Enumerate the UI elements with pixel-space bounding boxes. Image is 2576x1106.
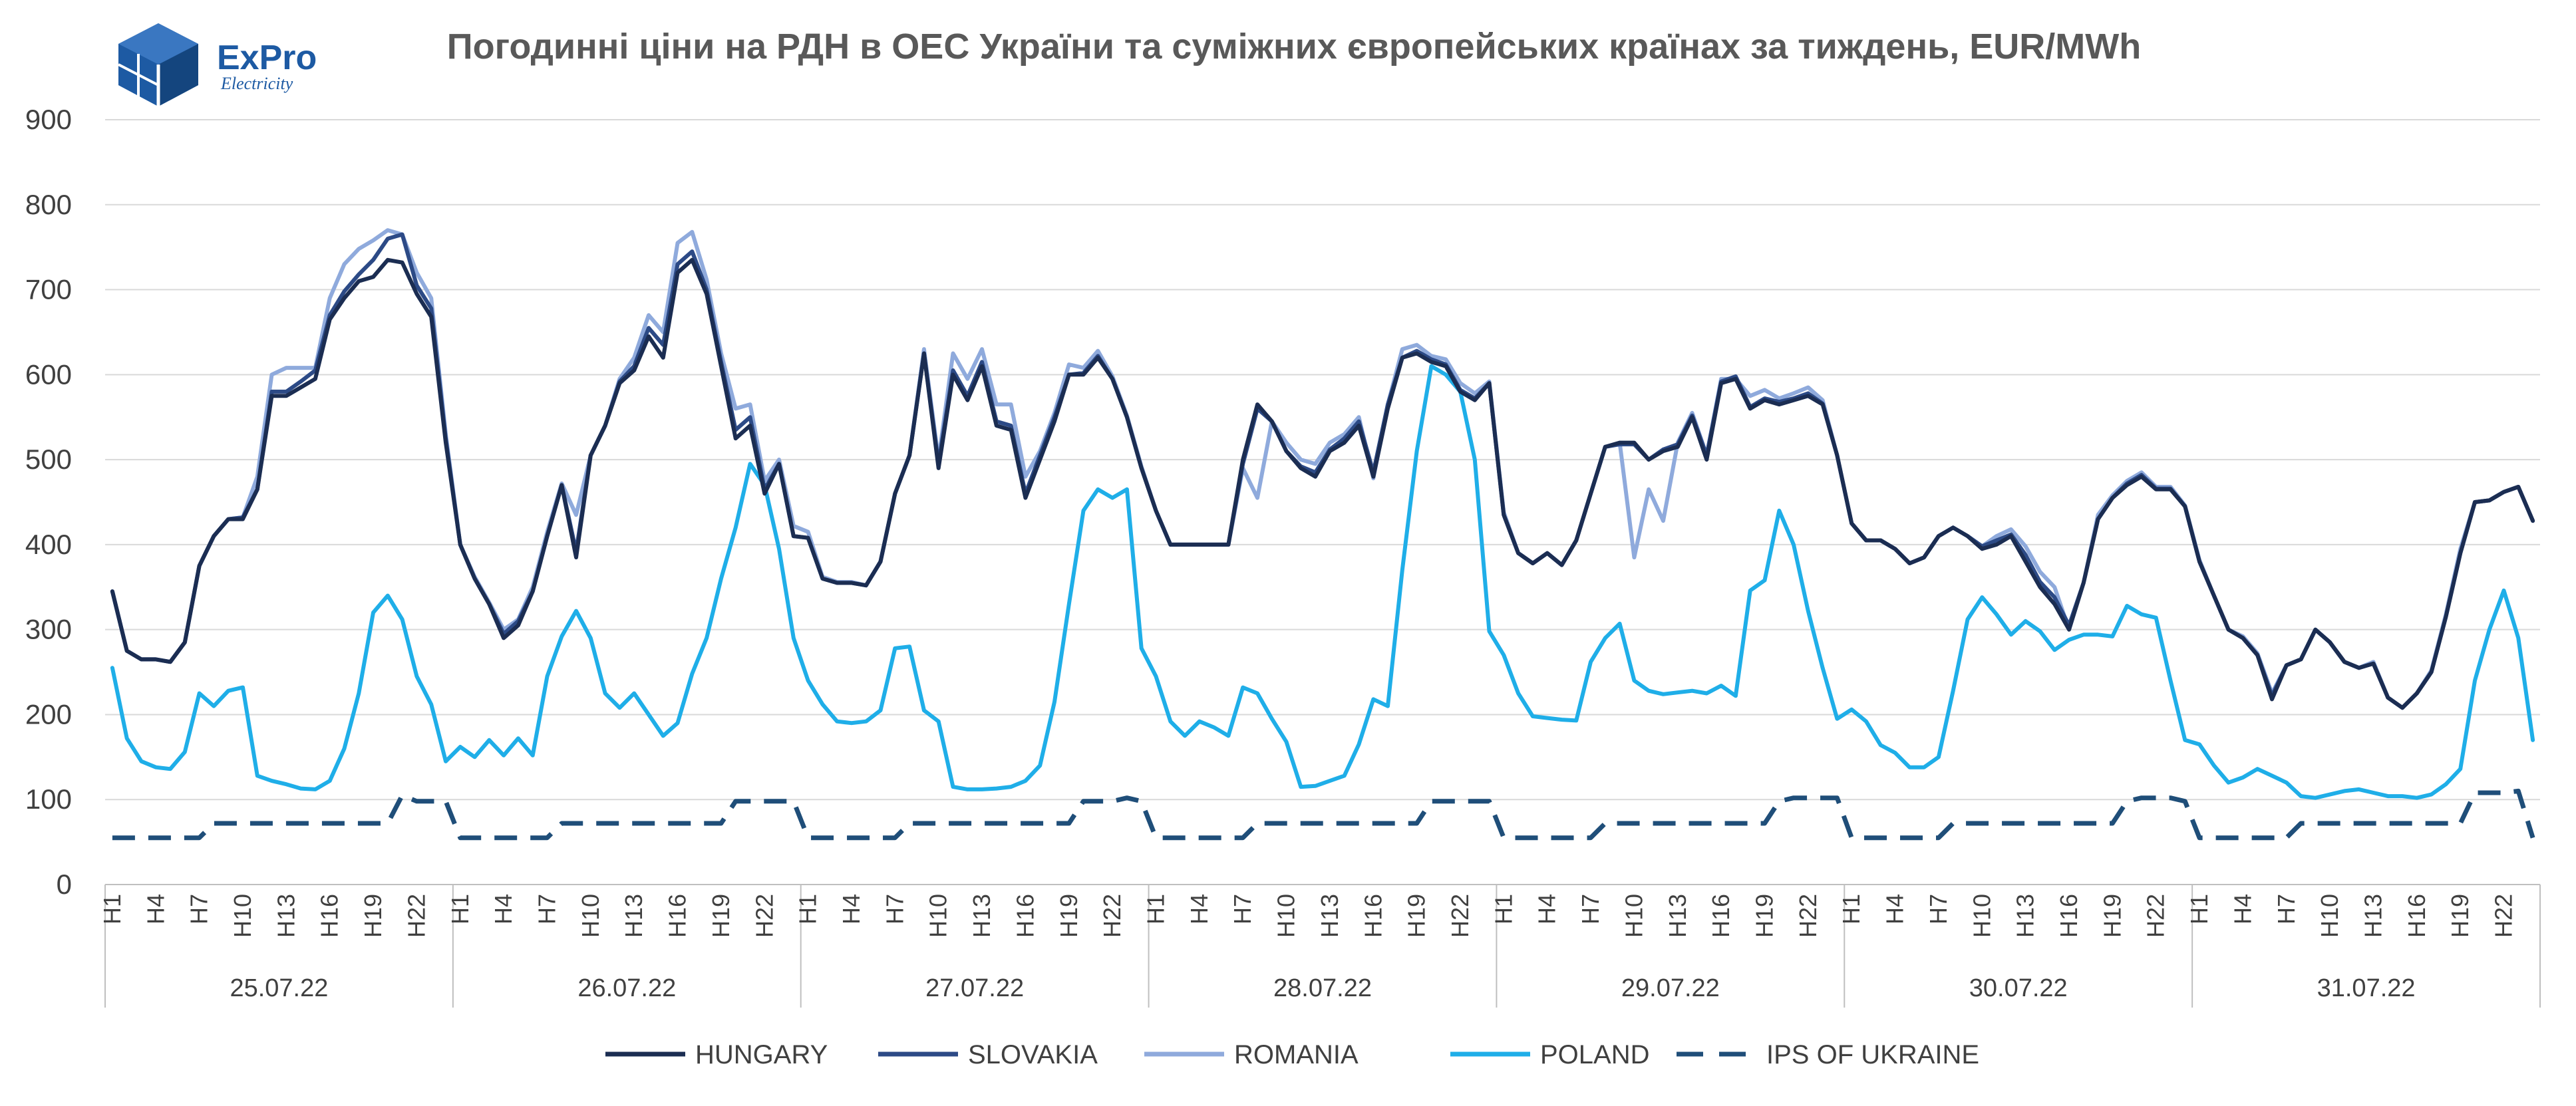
hour-tick-label: H10: [2316, 894, 2343, 938]
hour-tick-label: H13: [620, 894, 647, 938]
hour-tick-label: H19: [1055, 894, 1082, 938]
series-line-poland: [110, 364, 2535, 800]
legend-label: SLOVAKIA: [968, 1040, 1098, 1069]
hour-tick-label: H4: [142, 894, 169, 924]
y-axis: 0 100 200 300 400 500 600 700 800 900: [25, 104, 72, 900]
hour-tick-label: H10: [1620, 894, 1647, 938]
hour-tick-label: H16: [1359, 894, 1386, 938]
hour-tick-label: H4: [1533, 894, 1561, 924]
hour-tick-label: H16: [2403, 894, 2430, 938]
expro-logo: ExPro Electricity: [118, 23, 317, 106]
hour-tick-label: H19: [707, 894, 734, 938]
y-tick-label: 600: [25, 358, 72, 390]
hour-tick-label: H16: [664, 894, 691, 938]
day-label: 26.07.22: [577, 974, 676, 1002]
hour-tick-label: H22: [2142, 894, 2170, 938]
y-tick-label: 800: [25, 189, 72, 220]
hour-tick-label: H22: [750, 894, 778, 938]
hour-tick-label: H13: [968, 894, 995, 938]
hour-tick-label: H10: [925, 894, 952, 938]
day-label: 30.07.22: [1969, 974, 2068, 1002]
y-tick-label: 500: [25, 444, 72, 475]
series-line-slovakia: [110, 232, 2535, 710]
hour-tick-label: H10: [1273, 894, 1300, 938]
hour-tick-label: H22: [2490, 894, 2517, 938]
chart-title: Погодинні ціни на РДН в ОЕС України та с…: [447, 27, 2141, 67]
series-line-ips-of-ukraine: [112, 788, 2535, 841]
series-lines: [110, 228, 2535, 841]
hour-tick-label: H4: [1186, 894, 1213, 924]
hour-tick-label: H1: [2185, 894, 2213, 924]
hour-tick-label: H19: [2446, 894, 2474, 938]
day-label: 25.07.22: [230, 974, 328, 1002]
logo-cube-icon: [118, 23, 198, 106]
y-tick-label: 0: [57, 869, 72, 900]
hour-tick-label: H16: [316, 894, 343, 938]
hour-tick-label: H1: [98, 894, 126, 924]
legend-label: ROMANIA: [1234, 1040, 1359, 1069]
hour-tick-label: H7: [1925, 894, 1952, 924]
hour-tick-label: H16: [1011, 894, 1039, 938]
hour-tick-label: H1: [794, 894, 822, 924]
y-tick-label: 900: [25, 104, 72, 135]
logo-subtext: Electricity: [220, 74, 293, 93]
hour-tick-label: H4: [490, 894, 517, 924]
hour-tick-label: H13: [272, 894, 299, 938]
hour-tick-label: H7: [533, 894, 560, 924]
hour-tick-label: H7: [186, 894, 213, 924]
day-label: 29.07.22: [1621, 974, 1720, 1002]
hour-tick-label: H13: [1664, 894, 1691, 938]
legend-label: IPS OF UKRAINE: [1766, 1040, 1979, 1069]
legend-label: POLAND: [1540, 1040, 1650, 1069]
x-axis: H1 H4 H7 H10 H13 H16 H19 H22 25.07.22 H1 H4 H7 H10 H1…: [98, 885, 2541, 1008]
hour-tick-label: H10: [577, 894, 604, 938]
hour-tick-label: H16: [1707, 894, 1734, 938]
hour-tick-label: H22: [402, 894, 430, 938]
hour-tick-label: H10: [1968, 894, 1995, 938]
series-line-hungary: [110, 257, 2535, 710]
y-tick-label: 700: [25, 274, 72, 305]
legend: HUNGARY SLOVAKIA ROMANIA POLAND IPS OF UKRAI…: [605, 1040, 1979, 1069]
logo-text: ExPro: [217, 39, 317, 77]
day-label: 28.07.22: [1273, 974, 1372, 1002]
y-tick-label: 300: [25, 614, 72, 645]
day-label: 31.07.22: [2317, 974, 2416, 1002]
hour-tick-label: H7: [1577, 894, 1604, 924]
hour-tick-label: H19: [2098, 894, 2126, 938]
hour-tick-label: H1: [1838, 894, 1865, 924]
hour-tick-label: H10: [229, 894, 256, 938]
hour-tick-label: H4: [2229, 894, 2256, 924]
hour-tick-label: H13: [2012, 894, 2039, 938]
hour-tick-label: H1: [446, 894, 474, 924]
hour-tick-label: H22: [1446, 894, 1474, 938]
hour-tick-label: H22: [1794, 894, 1822, 938]
y-tick-label: 100: [25, 783, 72, 815]
y-tick-label: 200: [25, 698, 72, 730]
hour-tick-label: H13: [1316, 894, 1343, 938]
hour-tick-label: H7: [2273, 894, 2300, 924]
day-label: 27.07.22: [925, 974, 1024, 1002]
legend-label: HUNGARY: [695, 1040, 828, 1069]
hour-tick-label: H19: [359, 894, 387, 938]
hour-tick-label: H19: [1750, 894, 1778, 938]
hour-tick-label: H13: [2359, 894, 2386, 938]
series-line-romania: [110, 228, 2535, 710]
hour-tick-label: H4: [1881, 894, 1909, 924]
y-tick-label: 400: [25, 529, 72, 560]
hour-tick-label: H22: [1098, 894, 1126, 938]
gridlines: [105, 119, 2540, 885]
hour-tick-label: H7: [1229, 894, 1256, 924]
hour-tick-label: H7: [881, 894, 908, 924]
hour-tick-label: H1: [1142, 894, 1169, 924]
hour-tick-label: H1: [1490, 894, 1517, 924]
hour-tick-label: H4: [838, 894, 865, 924]
hour-tick-label: H16: [2055, 894, 2082, 938]
hour-tick-label: H19: [1403, 894, 1430, 938]
